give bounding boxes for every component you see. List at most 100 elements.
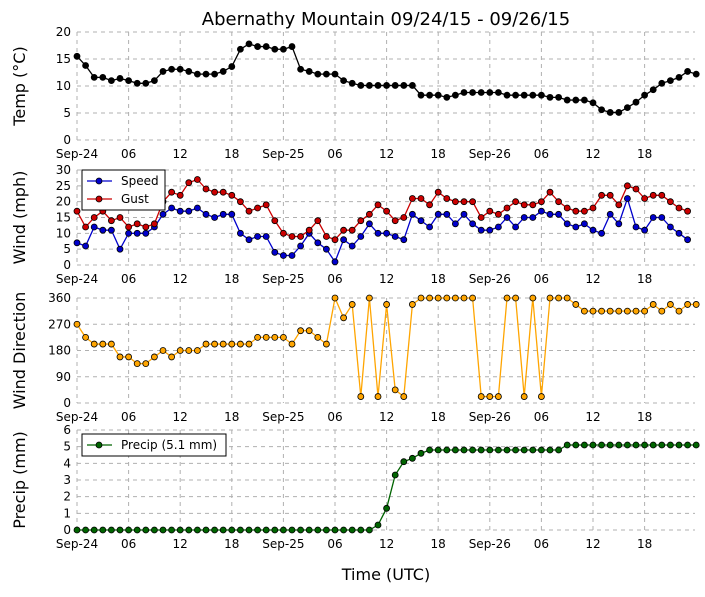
data-point	[546, 210, 554, 218]
data-point	[211, 70, 219, 78]
data-point	[598, 441, 605, 449]
data-point	[340, 314, 348, 322]
x-tick-label: 12	[585, 272, 600, 286]
data-point	[82, 526, 89, 534]
data-point	[133, 526, 141, 534]
data-point	[598, 106, 605, 114]
x-tick-label: Sep-26	[469, 537, 511, 551]
data-point	[512, 223, 519, 231]
data-point	[90, 340, 98, 348]
data-point	[494, 210, 502, 218]
data-point	[408, 210, 416, 218]
y-tick-label: 0	[63, 396, 71, 410]
data-point	[314, 217, 322, 225]
x-tick-label: 18	[431, 272, 446, 286]
data-point	[82, 223, 89, 231]
x-tick-label: Sep-25	[262, 537, 304, 551]
data-point	[641, 441, 648, 449]
data-point	[555, 198, 562, 206]
data-point	[538, 446, 545, 454]
legend-marker	[95, 441, 103, 449]
data-point	[99, 73, 107, 81]
x-tick-label: 06	[327, 272, 342, 286]
data-point	[469, 220, 477, 228]
data-point	[73, 207, 81, 215]
data-point	[142, 79, 150, 87]
data-point	[219, 526, 227, 534]
data-point	[133, 220, 141, 228]
data-point	[365, 82, 373, 89]
data-point	[383, 301, 391, 308]
data-point	[563, 294, 571, 302]
data-point	[684, 68, 691, 75]
x-tick-label: Sep-24	[56, 410, 98, 424]
x-tick-label: 12	[173, 410, 188, 424]
data-point	[262, 201, 270, 209]
data-point	[546, 294, 554, 302]
x-tick-label: 18	[224, 147, 239, 161]
y-tick-label: 5	[63, 242, 71, 256]
data-point	[322, 70, 330, 78]
data-point	[150, 353, 158, 361]
data-point	[211, 526, 219, 534]
data-point	[236, 340, 244, 348]
legend: Speed Gust	[81, 169, 166, 211]
y-axis-label: Temp (°C)	[10, 46, 29, 126]
data-point	[426, 201, 434, 209]
legend-marker	[95, 177, 103, 185]
data-point	[589, 226, 597, 234]
data-point	[606, 191, 614, 199]
data-point	[434, 294, 442, 302]
x-tick-label: 12	[173, 537, 188, 551]
data-point	[348, 301, 356, 308]
data-point	[185, 347, 193, 354]
data-point	[417, 217, 425, 225]
data-point	[451, 198, 459, 206]
data-point	[624, 104, 631, 111]
data-point	[383, 229, 391, 237]
data-point	[408, 454, 416, 462]
data-point	[434, 91, 442, 99]
data-point	[305, 526, 313, 534]
data-point	[632, 98, 640, 106]
data-point	[451, 294, 459, 302]
data-point	[649, 441, 657, 449]
data-point	[331, 526, 339, 534]
data-point	[116, 245, 124, 253]
data-point	[451, 91, 459, 99]
data-point	[271, 333, 279, 341]
data-point	[279, 333, 287, 341]
x-tick-label: 06	[327, 537, 342, 551]
data-point	[297, 242, 305, 250]
data-point	[400, 236, 408, 244]
x-tick-label: Sep-26	[469, 272, 511, 286]
data-point	[219, 340, 227, 348]
legend-label: Gust	[121, 192, 149, 206]
data-point	[159, 526, 167, 534]
y-tick-label: 15	[56, 211, 71, 225]
data-point	[193, 526, 201, 534]
data-point	[202, 70, 210, 78]
data-point	[168, 204, 176, 212]
data-point	[73, 239, 81, 247]
data-point	[374, 393, 382, 400]
data-point	[572, 301, 580, 308]
data-point	[185, 179, 193, 187]
data-point	[632, 223, 640, 231]
y-tick-label: 0	[63, 133, 71, 147]
data-point	[529, 294, 537, 302]
x-tick-label: 12	[173, 272, 188, 286]
data-point	[615, 109, 623, 116]
data-point	[331, 70, 339, 78]
data-point	[615, 201, 623, 209]
y-tick-label: 10	[56, 79, 71, 93]
data-point	[211, 188, 219, 196]
data-point	[245, 340, 253, 348]
data-point	[563, 96, 571, 104]
data-point	[434, 188, 442, 196]
data-point	[520, 446, 528, 454]
data-point	[254, 233, 262, 240]
